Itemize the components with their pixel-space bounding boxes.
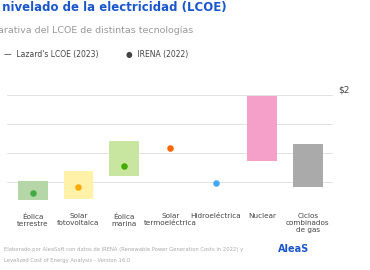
Point [30, 191, 36, 195]
Text: ●  IRENA (2022): ● IRENA (2022) [126, 50, 188, 59]
Point [213, 181, 219, 185]
Point [121, 163, 127, 168]
Bar [18, 181, 47, 200]
Text: AleaS: AleaS [278, 244, 309, 254]
Bar [110, 141, 139, 176]
Text: $2: $2 [339, 85, 350, 94]
Text: Levelized Cost of Energy Analysis - Version 16.0: Levelized Cost of Energy Analysis - Vers… [4, 258, 130, 263]
Point [75, 185, 81, 190]
Point [167, 146, 173, 150]
Bar [64, 171, 93, 199]
Text: —  Lazard's LCOE (2023): — Lazard's LCOE (2023) [4, 50, 98, 59]
Text: Elaborado por AleaSoft con datos de IRENA (Renewable Power Generation Costs in 2: Elaborado por AleaSoft con datos de IREN… [4, 247, 243, 252]
Text: arativa del LCOE de distintas tecnologías: arativa del LCOE de distintas tecnología… [0, 26, 194, 35]
Bar [293, 144, 323, 187]
Bar [247, 96, 277, 161]
Text: nivelado de la electricidad (LCOE): nivelado de la electricidad (LCOE) [0, 1, 227, 14]
